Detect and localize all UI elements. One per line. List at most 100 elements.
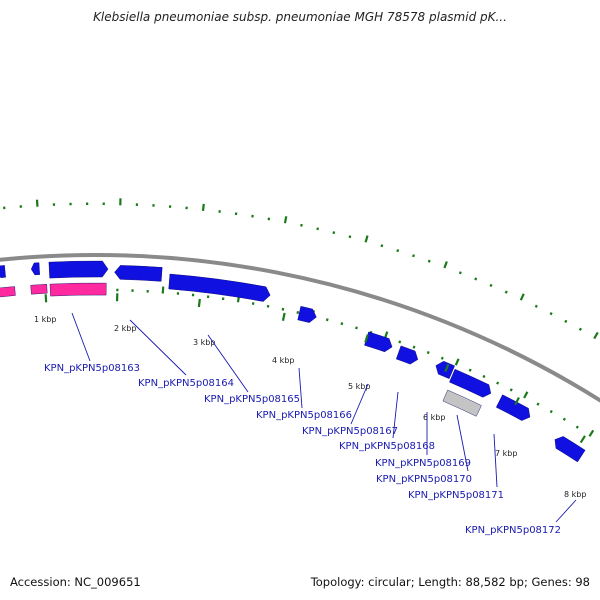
label-leader-line bbox=[129, 319, 187, 376]
gene-label: KPN_pKPN5p08169 bbox=[375, 458, 471, 469]
backbone-circle bbox=[0, 253, 600, 403]
gc-skew-mark bbox=[398, 340, 402, 344]
gc-skew-mark bbox=[458, 271, 462, 275]
gc-skew-mark bbox=[549, 409, 553, 414]
gc-skew-mark bbox=[201, 203, 205, 211]
tick-label: 8 kbp bbox=[564, 490, 586, 499]
gene-arrow bbox=[395, 345, 419, 365]
gc-skew-mark bbox=[562, 417, 566, 421]
gc-skew-mark bbox=[523, 391, 529, 399]
gc-skew-mark bbox=[332, 231, 336, 235]
gc-skew-mark bbox=[578, 327, 582, 331]
gc-skew-mark bbox=[283, 216, 288, 224]
gene-arrow bbox=[297, 306, 317, 323]
gc-skew-mark bbox=[454, 358, 460, 366]
gene-features bbox=[0, 260, 586, 463]
gene-labels: KPN_pKPN5p08163 KPN_pKPN5p08164 KPN_pKPN5p… bbox=[44, 312, 577, 536]
gc-skew-mark bbox=[593, 331, 599, 340]
gene-arrow bbox=[30, 262, 40, 276]
gc-skew-mark bbox=[281, 307, 285, 311]
tick-label: 4 kbp bbox=[272, 356, 294, 365]
gc-skew-mark bbox=[588, 429, 595, 437]
gc-skew-mark bbox=[474, 277, 478, 281]
tick-label: 7 kbp bbox=[495, 449, 517, 458]
gene-label: KPN_pKPN5p08165 bbox=[204, 394, 300, 405]
gc-skew-mark bbox=[396, 249, 400, 253]
gc-skew-mark bbox=[489, 283, 493, 287]
gene-arrow bbox=[364, 331, 393, 353]
tick-label: 6 kbp bbox=[423, 413, 445, 422]
gene-label: KPN_pKPN5p08167 bbox=[302, 426, 398, 437]
gene-label: KPN_pKPN5p08168 bbox=[339, 441, 435, 452]
gc-skew-mark bbox=[440, 356, 444, 360]
feature-bar bbox=[30, 284, 48, 295]
gc-skew-mark bbox=[161, 286, 165, 294]
label-leader-line bbox=[350, 383, 369, 425]
tick-label: 2 kbp bbox=[114, 324, 136, 333]
gc-skew-outer-track bbox=[3, 198, 599, 340]
gc-skew-mark bbox=[496, 381, 500, 385]
gc-skew-mark bbox=[509, 388, 513, 392]
gc-skew-mark bbox=[549, 312, 553, 316]
tick-label: 3 kbp bbox=[193, 338, 215, 347]
tick-mark bbox=[364, 334, 369, 343]
feature-bar bbox=[49, 282, 107, 297]
gc-skew-mark bbox=[355, 326, 358, 330]
gc-skew-mark bbox=[534, 304, 538, 308]
feature-bar bbox=[0, 286, 16, 298]
gc-skew-mark bbox=[482, 374, 486, 379]
tick-label: 1 kbp bbox=[34, 315, 56, 324]
label-leader-line bbox=[298, 367, 303, 409]
tick-mark bbox=[444, 363, 450, 373]
summary-text: Topology: circular; Length: 88,582 bp; G… bbox=[310, 575, 590, 589]
gc-skew-mark bbox=[564, 319, 568, 323]
gene-label: KPN_pKPN5p08172 bbox=[465, 525, 561, 536]
gc-skew-mark bbox=[575, 425, 579, 429]
gene-arrow bbox=[114, 265, 163, 282]
gene-arrow bbox=[0, 265, 6, 278]
gene-label: KPN_pKPN5p08163 bbox=[44, 363, 140, 374]
gene-arrow bbox=[168, 273, 271, 302]
gc-skew-mark bbox=[519, 293, 525, 301]
gene-arrow bbox=[48, 260, 109, 279]
gc-skew-mark bbox=[316, 227, 320, 231]
gc-skew-mark bbox=[426, 350, 430, 355]
gc-skew-mark bbox=[536, 402, 540, 406]
pseudogene-bar bbox=[442, 389, 482, 417]
tick-mark bbox=[514, 397, 520, 406]
gene-arrow bbox=[554, 436, 586, 463]
gene-label: KPN_pKPN5p08166 bbox=[256, 410, 352, 421]
tick-mark bbox=[579, 435, 586, 444]
map-title: Klebsiella pneumoniae subsp. pneumoniae … bbox=[93, 10, 507, 24]
tick-mark bbox=[281, 312, 286, 321]
gene-label: KPN_pKPN5p08164 bbox=[138, 378, 234, 389]
gene-label: KPN_pKPN5p08171 bbox=[408, 490, 504, 501]
scale-ticks: 1 kbp 2 kbp 3 kbp 4 kbp 5 kbp 6 kbp 7 kbp 8 kbp bbox=[34, 293, 586, 499]
gc-skew-mark bbox=[364, 235, 369, 243]
label-leader-line bbox=[392, 391, 399, 439]
gc-skew-mark bbox=[427, 259, 431, 263]
label-leader-line bbox=[555, 499, 577, 523]
gc-skew-mark bbox=[300, 223, 303, 227]
gc-skew-mark bbox=[412, 254, 415, 258]
gc-skew-mark bbox=[443, 261, 448, 269]
label-leader-line bbox=[456, 414, 469, 472]
gc-skew-mark bbox=[296, 311, 300, 314]
label-leader-line bbox=[71, 312, 91, 362]
label-leader-line bbox=[493, 433, 498, 488]
gene-arrow bbox=[495, 394, 531, 421]
accession-text: Accession: NC_009651 bbox=[10, 575, 141, 589]
gc-skew-mark bbox=[325, 318, 329, 322]
gc-skew-mark bbox=[468, 368, 472, 372]
gc-skew-mark bbox=[504, 290, 508, 294]
label-leader-line bbox=[207, 334, 249, 393]
gene-arrow bbox=[449, 368, 492, 398]
gc-skew-mark bbox=[348, 235, 352, 239]
gc-skew-mark bbox=[380, 244, 384, 248]
gc-skew-mark bbox=[412, 345, 416, 349]
tick-label: 5 kbp bbox=[348, 382, 370, 391]
gc-skew-mark bbox=[340, 322, 344, 326]
tick-mark bbox=[197, 298, 201, 308]
gene-label: KPN_pKPN5p08170 bbox=[376, 474, 472, 485]
